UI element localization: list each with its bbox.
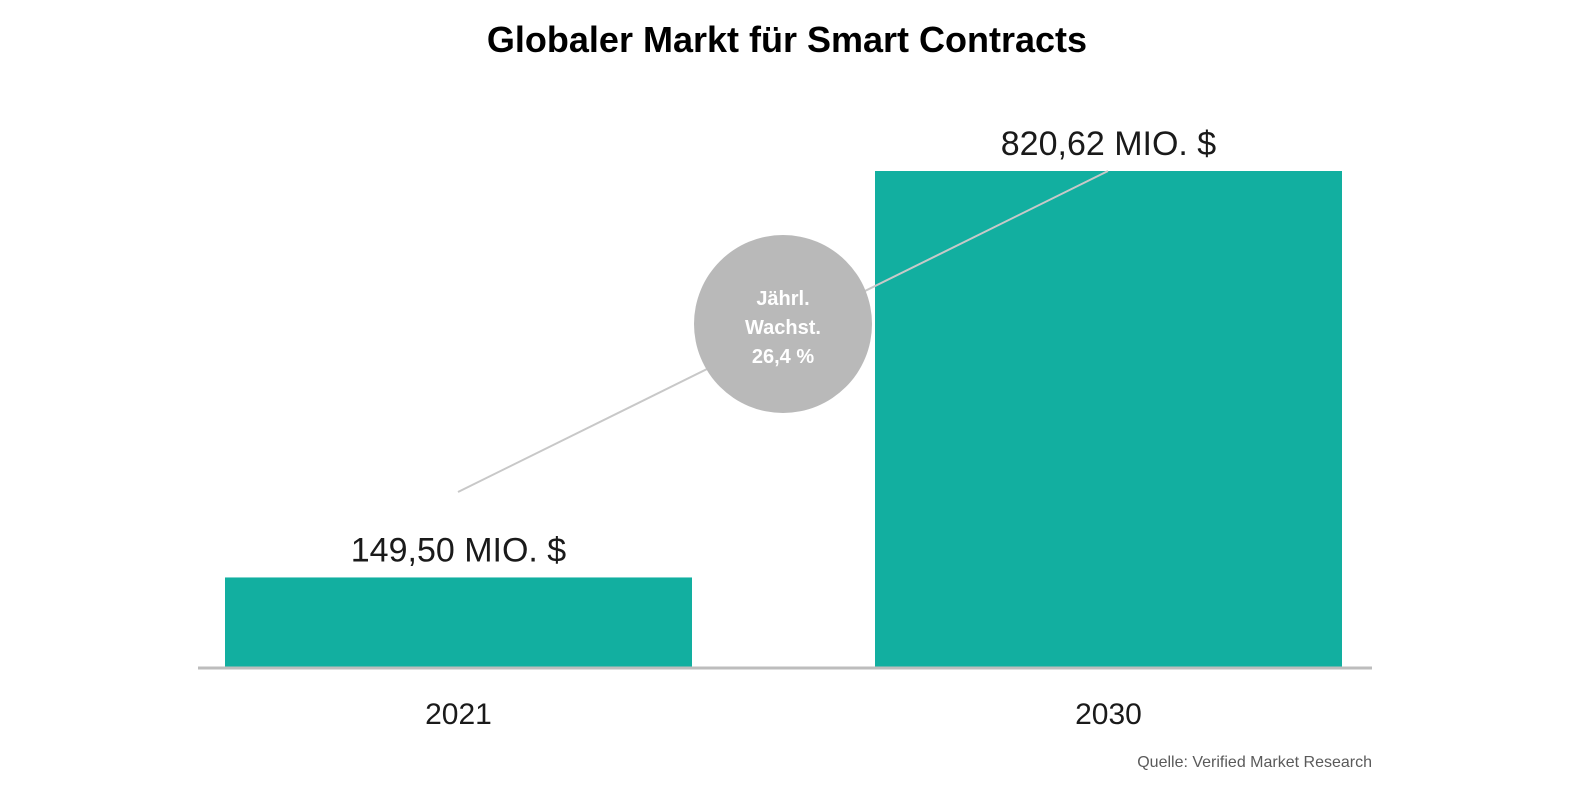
category-label-2030: 2030 xyxy=(1075,698,1142,731)
cagr-badge: Jährl. Wachst. 26,4 % xyxy=(694,235,872,413)
value-label-2030: 820,62 MIO. $ xyxy=(1001,125,1217,163)
bar-2030 xyxy=(875,171,1342,668)
source-note: Quelle: Verified Market Research xyxy=(1137,754,1372,771)
category-label-2021: 2021 xyxy=(425,698,492,731)
bars-group: 149,50 MIO. $ 2021 820,62 MIO. $ 2030 xyxy=(225,125,1342,731)
cagr-badge-circle xyxy=(694,235,872,413)
cagr-badge-line-1: Jährl. xyxy=(756,288,809,310)
cagr-badge-line-3: 26,4 % xyxy=(752,346,814,368)
cagr-badge-line-2: Wachst. xyxy=(745,317,821,339)
chart-title: Globaler Markt für Smart Contracts xyxy=(487,19,1087,60)
value-label-2021: 149,50 MIO. $ xyxy=(351,531,567,569)
bar-2021 xyxy=(225,577,692,668)
